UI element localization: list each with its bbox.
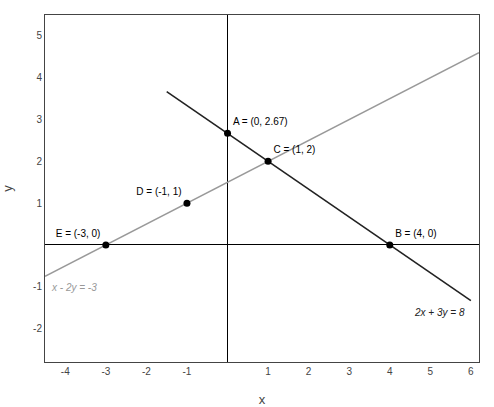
svg-text:E = (-3, 0): E = (-3, 0) — [56, 228, 101, 239]
svg-text:5: 5 — [428, 366, 434, 377]
svg-text:A = (0, 2.67): A = (0, 2.67) — [233, 116, 288, 127]
svg-text:2: 2 — [306, 366, 312, 377]
svg-text:-2: -2 — [33, 323, 42, 334]
svg-text:D = (-1, 1): D = (-1, 1) — [136, 186, 181, 197]
svg-text:B = (4, 0): B = (4, 0) — [395, 228, 436, 239]
svg-text:4: 4 — [36, 72, 42, 83]
svg-text:3: 3 — [36, 114, 42, 125]
svg-text:-1: -1 — [183, 366, 192, 377]
svg-text:5: 5 — [36, 30, 42, 41]
svg-text:1: 1 — [36, 198, 42, 209]
svg-text:-3: -3 — [101, 366, 110, 377]
svg-text:6: 6 — [468, 366, 474, 377]
svg-text:-2: -2 — [142, 366, 151, 377]
svg-text:4: 4 — [387, 366, 393, 377]
svg-text:-4: -4 — [61, 366, 70, 377]
svg-text:y: y — [0, 185, 15, 192]
svg-text:2: 2 — [36, 156, 42, 167]
svg-text:2x + 3y = 8: 2x + 3y = 8 — [414, 307, 465, 318]
svg-text:-1: -1 — [33, 281, 42, 292]
svg-text:1: 1 — [265, 366, 271, 377]
svg-text:3: 3 — [346, 366, 352, 377]
svg-text:x - 2y = -3: x - 2y = -3 — [51, 282, 97, 293]
svg-text:x: x — [259, 392, 266, 407]
svg-text:C = (1, 2): C = (1, 2) — [273, 144, 315, 155]
